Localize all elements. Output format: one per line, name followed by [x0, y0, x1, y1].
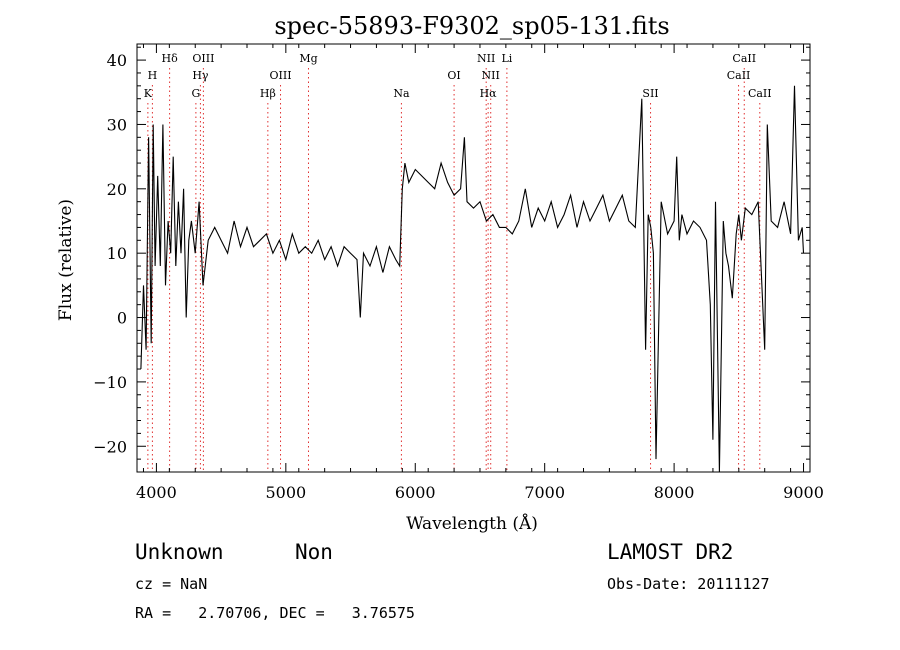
x-tick-label: 8000: [654, 483, 695, 502]
object-subclass: Non: [295, 540, 333, 564]
y-axis-label: Flux (relative): [56, 199, 76, 321]
cz-value: cz = NaN: [135, 575, 208, 593]
line-marker-label: Hα: [480, 87, 498, 100]
plot-axes: 4000 5000 6000 7000 8000 9000 −20 −10 0 10 20 30 40: [93, 43, 824, 502]
object-class: Unknown: [135, 540, 224, 564]
line-marker-label: G: [191, 87, 200, 100]
line-marker-label: Hδ: [162, 52, 179, 65]
x-tick-label: 9000: [783, 483, 824, 502]
y-tick-label: 30: [107, 115, 127, 134]
line-marker-label: CaII: [727, 69, 751, 82]
line-marker-label: Hβ: [260, 87, 276, 100]
y-tick-label: −20: [93, 437, 127, 456]
x-tick-label: 7000: [524, 483, 565, 502]
y-tick-label: 0: [117, 309, 127, 328]
line-marker-label: Li: [501, 52, 512, 65]
x-tick-label: 6000: [395, 483, 436, 502]
line-marker-label: H: [148, 69, 158, 82]
emission-line-markers: KH Hδ OIII Hγ G OIII Hβ Mg Na OI NII NII Hα Li SII CaII…: [144, 52, 772, 472]
line-marker-label: K: [144, 87, 153, 100]
ra-dec: RA = 2.70706, DEC = 3.76575: [135, 604, 415, 622]
line-marker-label: CaII: [732, 52, 756, 65]
line-marker-label: NII: [477, 52, 495, 65]
x-tick-label: 5000: [265, 483, 306, 502]
line-marker-label: CaII: [748, 87, 772, 100]
plot-frame: [136, 43, 811, 473]
line-marker-label: Mg: [299, 52, 317, 65]
y-tick-label: 20: [107, 180, 127, 199]
x-axis-label: Wavelength (Å): [406, 513, 538, 534]
survey-name: LAMOST DR2: [607, 540, 734, 564]
line-marker-label: OIII: [192, 52, 214, 65]
line-marker-label: OIII: [269, 69, 291, 82]
line-marker-label: Hγ: [192, 69, 209, 82]
obs-date: Obs-Date: 20111127: [607, 575, 770, 593]
y-tick-label: 40: [107, 51, 127, 70]
line-marker-label: SII: [642, 87, 658, 100]
line-marker-label: OI: [447, 69, 460, 82]
y-tick-label: −10: [93, 373, 127, 392]
y-tick-label: 10: [107, 244, 127, 263]
chart-title: spec-55893-F9302_sp05-131.fits: [274, 12, 669, 40]
spectrum-line: [140, 85, 805, 473]
line-marker-label: Na: [393, 87, 410, 100]
x-tick-label: 4000: [136, 483, 177, 502]
line-marker-label: NII: [482, 69, 500, 82]
